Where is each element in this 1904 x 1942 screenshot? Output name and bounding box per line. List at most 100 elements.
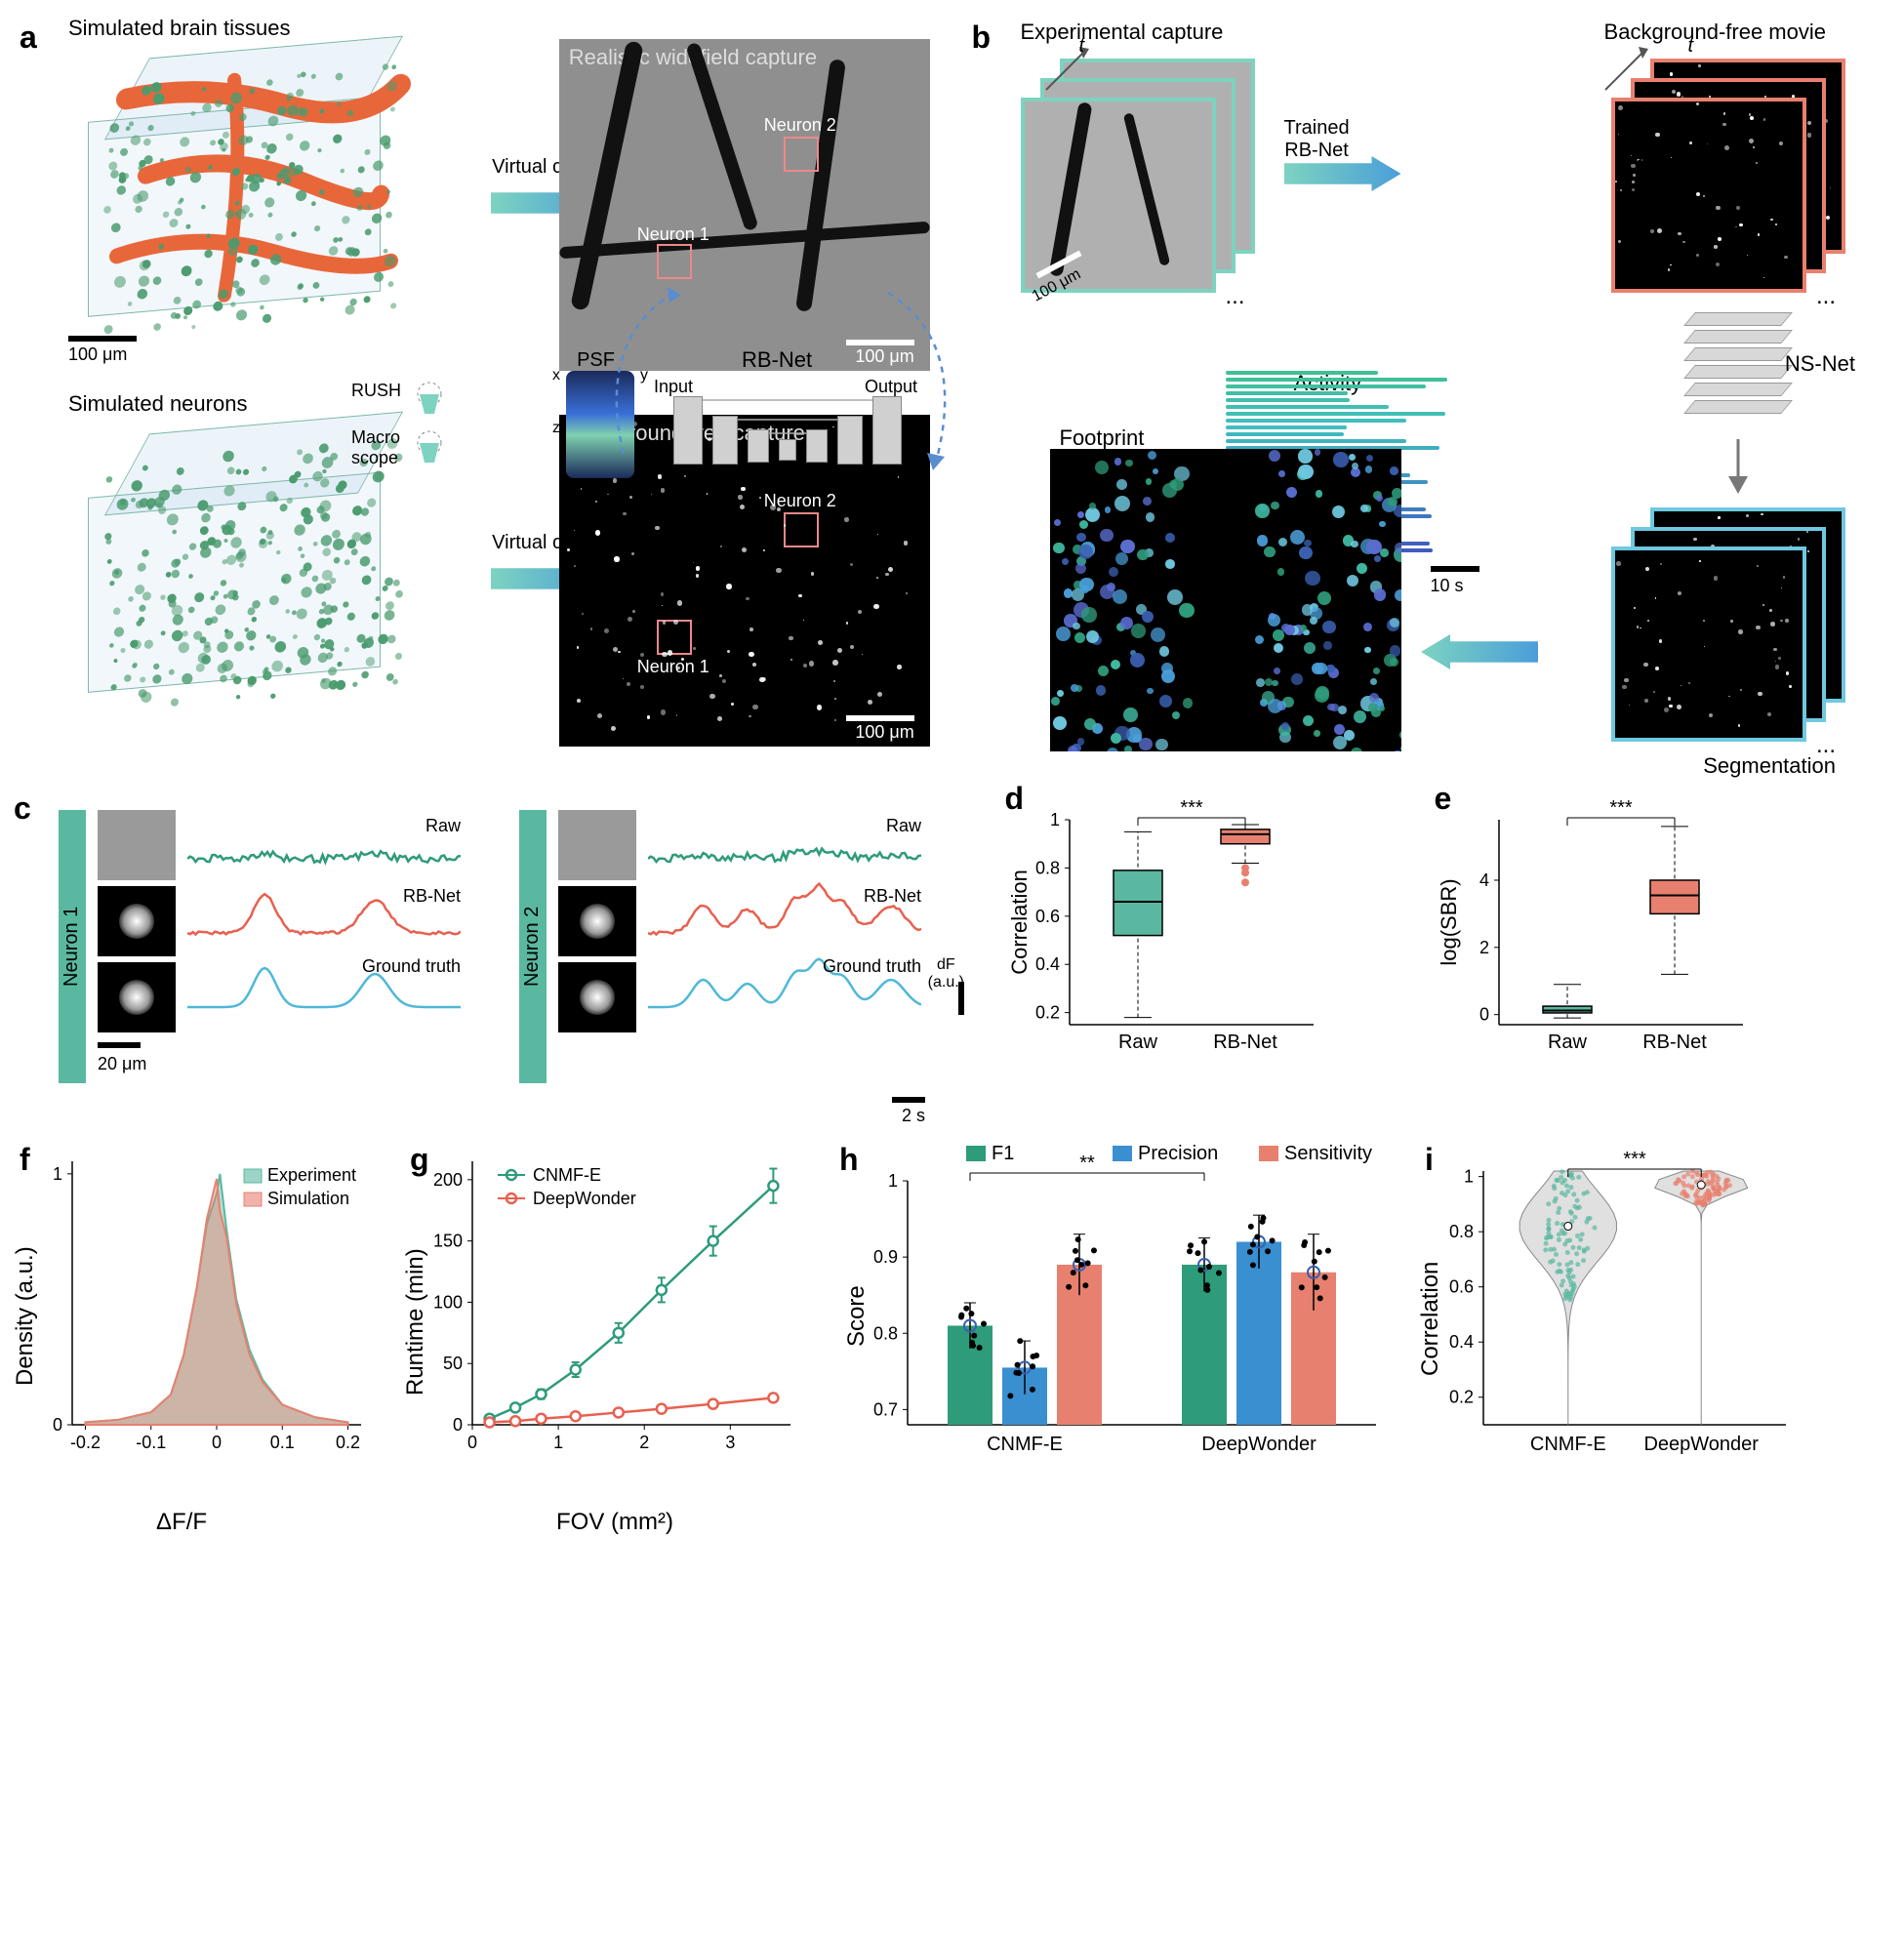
svg-text:0.8: 0.8 xyxy=(873,1323,898,1343)
svg-text:Precision: Precision xyxy=(1138,1143,1218,1164)
panel-b: b Experimental capture 100 μm ... t Trai… xyxy=(972,20,1885,761)
curved-arrow-icon xyxy=(576,283,693,478)
scalebar-icon xyxy=(98,1042,141,1048)
svg-text:***: *** xyxy=(1609,797,1633,819)
boxplot-d: 0.20.40.60.81RawRB-Net***Correlation xyxy=(1011,790,1323,1064)
svg-text:0.8: 0.8 xyxy=(1034,858,1059,877)
svg-text:2: 2 xyxy=(639,1433,649,1452)
thumb-gt xyxy=(558,962,636,1032)
time-arrow-icon xyxy=(1036,41,1095,100)
svg-text:RB-Net: RB-Net xyxy=(1213,1032,1277,1053)
scalebar-label: 2 s xyxy=(902,1106,925,1126)
svg-text:100: 100 xyxy=(433,1292,463,1312)
footprint-label: Footprint xyxy=(1060,425,1145,451)
panel-d-label: d xyxy=(1005,781,1025,817)
svg-text:***: *** xyxy=(1180,797,1203,819)
panel-e-label: e xyxy=(1435,781,1452,817)
svg-text:0: 0 xyxy=(453,1415,463,1435)
neuron1-marker-label: Neuron 1 xyxy=(637,657,709,677)
svg-text:-0.2: -0.2 xyxy=(70,1433,101,1452)
svg-text:0: 0 xyxy=(467,1433,477,1452)
thumb-gt xyxy=(98,962,176,1032)
svg-text:DeepWonder: DeepWonder xyxy=(533,1189,636,1208)
panel-c: c Neuron 1 20 μm Raw RB-Net Ground truth… xyxy=(20,790,933,1083)
svg-text:0.4: 0.4 xyxy=(1449,1332,1474,1352)
panel-b-label: b xyxy=(972,20,992,56)
violin-plot: 0.20.40.60.81CNMF-EDeepWonder*** xyxy=(1425,1142,1796,1474)
svg-text:log(SBR): log(SBR) xyxy=(1440,878,1461,965)
panel-f-label: f xyxy=(20,1142,30,1178)
neuron1-tab: Neuron 1 xyxy=(59,810,86,1083)
axis-z: z xyxy=(552,420,560,437)
rbnet-label: RB-Net xyxy=(742,347,812,373)
rbnet-diagram: RB-Net Input Output xyxy=(664,371,898,507)
curved-arrow-icon xyxy=(869,283,986,478)
svg-text:1: 1 xyxy=(553,1433,563,1452)
svg-text:CNMF-E: CNMF-E xyxy=(987,1434,1063,1455)
svg-text:2: 2 xyxy=(1479,938,1488,957)
svg-text:200: 200 xyxy=(433,1170,463,1190)
trace-plot xyxy=(187,810,461,1025)
scalebar-label: 10 s xyxy=(1431,576,1464,596)
thumb-rbnet xyxy=(98,886,176,956)
svg-text:0.2: 0.2 xyxy=(336,1433,360,1452)
thumb-rbnet xyxy=(558,886,636,956)
scalebar-icon xyxy=(68,336,137,342)
svg-text:Correlation: Correlation xyxy=(1011,870,1032,975)
scalebar-icon xyxy=(892,1097,925,1103)
time-arrow-icon xyxy=(1596,41,1654,100)
y-axis-label: Correlation xyxy=(1417,1262,1444,1376)
svg-text:RB-Net: RB-Net xyxy=(1642,1032,1707,1053)
svg-text:0.2: 0.2 xyxy=(1449,1388,1474,1407)
axis-x: x xyxy=(552,367,560,384)
down-arrow-icon xyxy=(1719,439,1758,498)
tissue-title: Simulated brain tissues xyxy=(68,16,290,41)
svg-text:1: 1 xyxy=(1049,810,1059,829)
trace-gt-label: Ground truth xyxy=(362,956,461,977)
panel-g: g 0123050100150200CNMF-EDeepWonder FOV (… xyxy=(410,1142,800,1532)
y-axis-label: Runtime (min) xyxy=(402,1248,429,1396)
svg-text:-0.1: -0.1 xyxy=(136,1433,166,1452)
svg-text:150: 150 xyxy=(433,1232,463,1251)
trace-gt-label: Ground truth xyxy=(823,956,921,977)
scalebar-label: 20 μm xyxy=(98,1054,176,1074)
svg-text:**: ** xyxy=(1079,1153,1095,1174)
t-label: t xyxy=(1687,35,1693,58)
svg-text:***: *** xyxy=(1623,1149,1646,1170)
panel-f: f -0.2-0.100.10.201ExperimentSimulation … xyxy=(20,1142,371,1532)
score-barplot: 0.70.80.91CNMF-EDeepWonderF1PrecisionSen… xyxy=(839,1142,1386,1474)
segmentation-label: Segmentation xyxy=(1703,753,1836,779)
panel-de: d 0.20.40.60.81RawRB-Net***Correlation e… xyxy=(972,790,1885,1103)
neuron1-compare: Neuron 1 20 μm Raw RB-Net Ground truth xyxy=(59,810,461,1083)
neuron-dots-icon xyxy=(88,34,420,356)
svg-text:Raw: Raw xyxy=(1117,1032,1157,1053)
trained-rbnet-label: Trained RB-Net xyxy=(1284,117,1350,162)
svg-text:Experiment: Experiment xyxy=(267,1165,356,1185)
svg-text:CNMF-E: CNMF-E xyxy=(533,1165,601,1185)
panel-h: h 0.70.80.91CNMF-EDeepWonderF1PrecisionS… xyxy=(839,1142,1386,1532)
svg-text:50: 50 xyxy=(443,1354,463,1373)
x-axis-label: ΔF/F xyxy=(156,1509,207,1536)
boxplot-e: 024RawRB-Net***log(SBR) xyxy=(1440,790,1753,1064)
microscope-icon xyxy=(410,377,459,474)
simulated-tissue-cube: Simulated brain tissues 100 μm Virtual c… xyxy=(49,20,481,371)
y-axis-label: Score xyxy=(843,1285,871,1347)
neuron-title: Simulated neurons xyxy=(68,391,247,417)
svg-text:0: 0 xyxy=(53,1415,62,1435)
svg-text:Simulation: Simulation xyxy=(267,1189,349,1208)
neuron1-marker-label: Neuron 1 xyxy=(637,224,709,245)
density-plot: -0.2-0.100.10.201ExperimentSimulation xyxy=(20,1142,371,1474)
scalebar-label: 100 μm xyxy=(855,722,913,743)
y-axis-label: Density (a.u.) xyxy=(12,1246,39,1386)
svg-text:0.7: 0.7 xyxy=(873,1399,898,1419)
svg-text:0.6: 0.6 xyxy=(1034,907,1059,926)
svg-text:1: 1 xyxy=(1464,1167,1474,1187)
panel-g-label: g xyxy=(410,1142,429,1178)
footprint-image xyxy=(1050,449,1401,751)
trace-plot xyxy=(648,810,921,1025)
thumb-raw xyxy=(558,810,636,880)
svg-text:0: 0 xyxy=(212,1433,222,1452)
macro-label: Macro scope xyxy=(351,427,400,468)
trace-rbnet-label: RB-Net xyxy=(864,886,921,907)
scalebar-icon xyxy=(958,982,964,1015)
